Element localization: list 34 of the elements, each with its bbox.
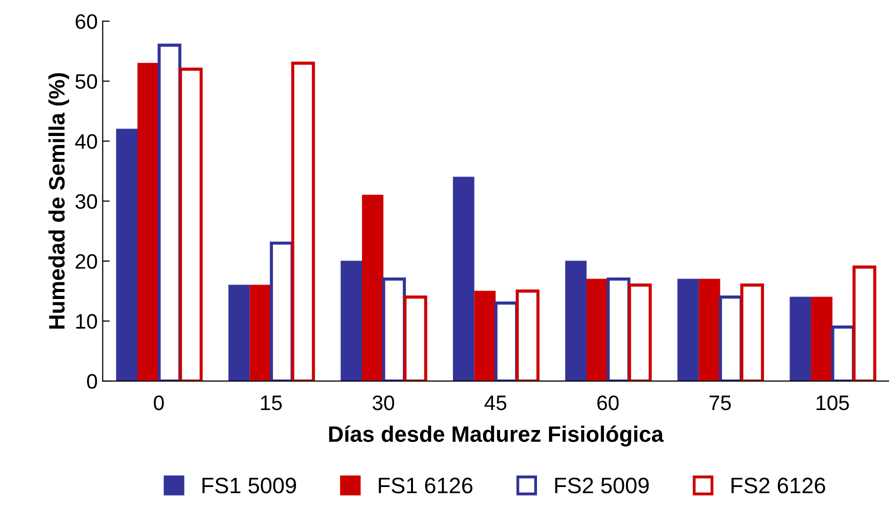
y-axis-title: Humedad de Semilla (%) (48, 73, 70, 329)
legend-label: FS2 5009 (555, 478, 649, 494)
bar (790, 296, 812, 382)
bar (250, 284, 272, 382)
bar (698, 278, 720, 382)
bar (474, 290, 496, 382)
y-tick-label: 50 (75, 74, 98, 89)
bar (565, 260, 587, 382)
bar (340, 260, 362, 382)
x-tick-label: 0 (154, 395, 164, 410)
y-tick-label: 30 (75, 194, 98, 209)
legend-label: FS1 6126 (378, 478, 472, 494)
bar (677, 278, 699, 382)
x-tick-label: 15 (261, 396, 282, 410)
y-tick-label: 20 (76, 254, 98, 269)
bar (452, 176, 474, 382)
bar (137, 62, 159, 382)
bar (228, 284, 250, 382)
x-tick-label: 45 (484, 396, 506, 410)
x-tick-label: 105 (816, 395, 849, 410)
x-tick-label: 30 (372, 395, 394, 410)
bar (116, 128, 138, 382)
bar (586, 278, 608, 382)
x-tick-label: 75 (710, 396, 731, 410)
legend-label: FS2 6126 (732, 478, 826, 494)
bar (811, 296, 832, 382)
y-tick-label: 60 (76, 14, 98, 29)
y-tick-label: 0 (87, 374, 98, 389)
x-tick-label: 60 (597, 395, 619, 410)
y-tick-label: 40 (75, 134, 98, 149)
y-tick-label: 10 (76, 314, 98, 329)
bar (362, 194, 384, 382)
x-axis-title: Días desde Madurez Fisiológica (329, 425, 664, 446)
legend-label: FS1 5009 (202, 478, 296, 494)
